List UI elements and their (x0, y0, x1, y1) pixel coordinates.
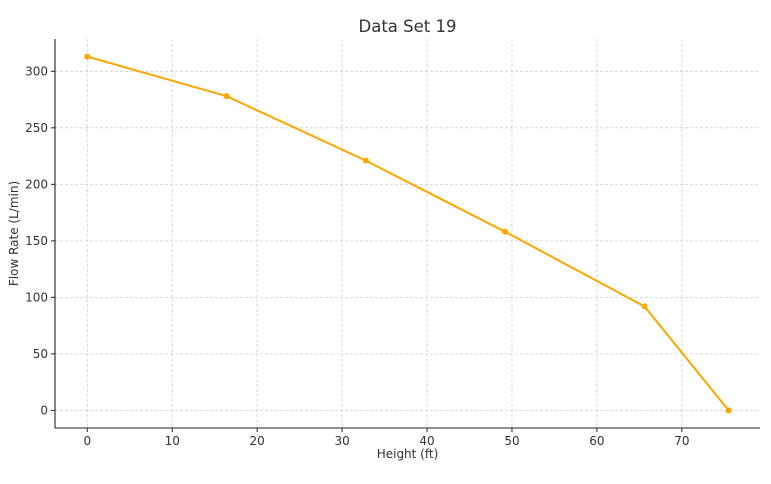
y-ticks: 0 50 100 150 200 250 300 (25, 64, 55, 417)
x-tick-label: 60 (589, 434, 604, 448)
x-tick-label: 10 (165, 434, 180, 448)
series (84, 53, 732, 414)
y-tick-label: 200 (25, 177, 48, 191)
y-tick-label: 250 (25, 121, 48, 135)
data-point (641, 303, 648, 310)
chart-title: Data Set 19 (359, 17, 457, 36)
y-tick-label: 300 (25, 64, 48, 78)
y-tick-label: 100 (25, 290, 48, 304)
x-ticks: 0 10 20 30 40 50 60 70 (83, 428, 689, 448)
x-tick-label: 0 (83, 434, 91, 448)
series-line (87, 55, 730, 412)
y-tick-label: 50 (33, 347, 48, 361)
y-tick-label: 0 (40, 403, 48, 417)
data-point (725, 407, 732, 414)
axes (54, 39, 760, 429)
y-tick-label: 150 (25, 234, 48, 248)
x-axis-label: Height (ft) (377, 447, 439, 461)
x-tick-label: 20 (250, 434, 265, 448)
x-tick-label: 40 (419, 434, 434, 448)
x-tick-label: 50 (504, 434, 519, 448)
x-tick-label: 30 (334, 434, 349, 448)
y-axis-label: Flow Rate (L/min) (7, 181, 21, 286)
data-point (223, 93, 230, 100)
data-point (362, 157, 369, 164)
grid (55, 39, 760, 428)
data-point (84, 53, 91, 60)
x-tick-label: 70 (674, 434, 689, 448)
data-point (502, 228, 509, 235)
